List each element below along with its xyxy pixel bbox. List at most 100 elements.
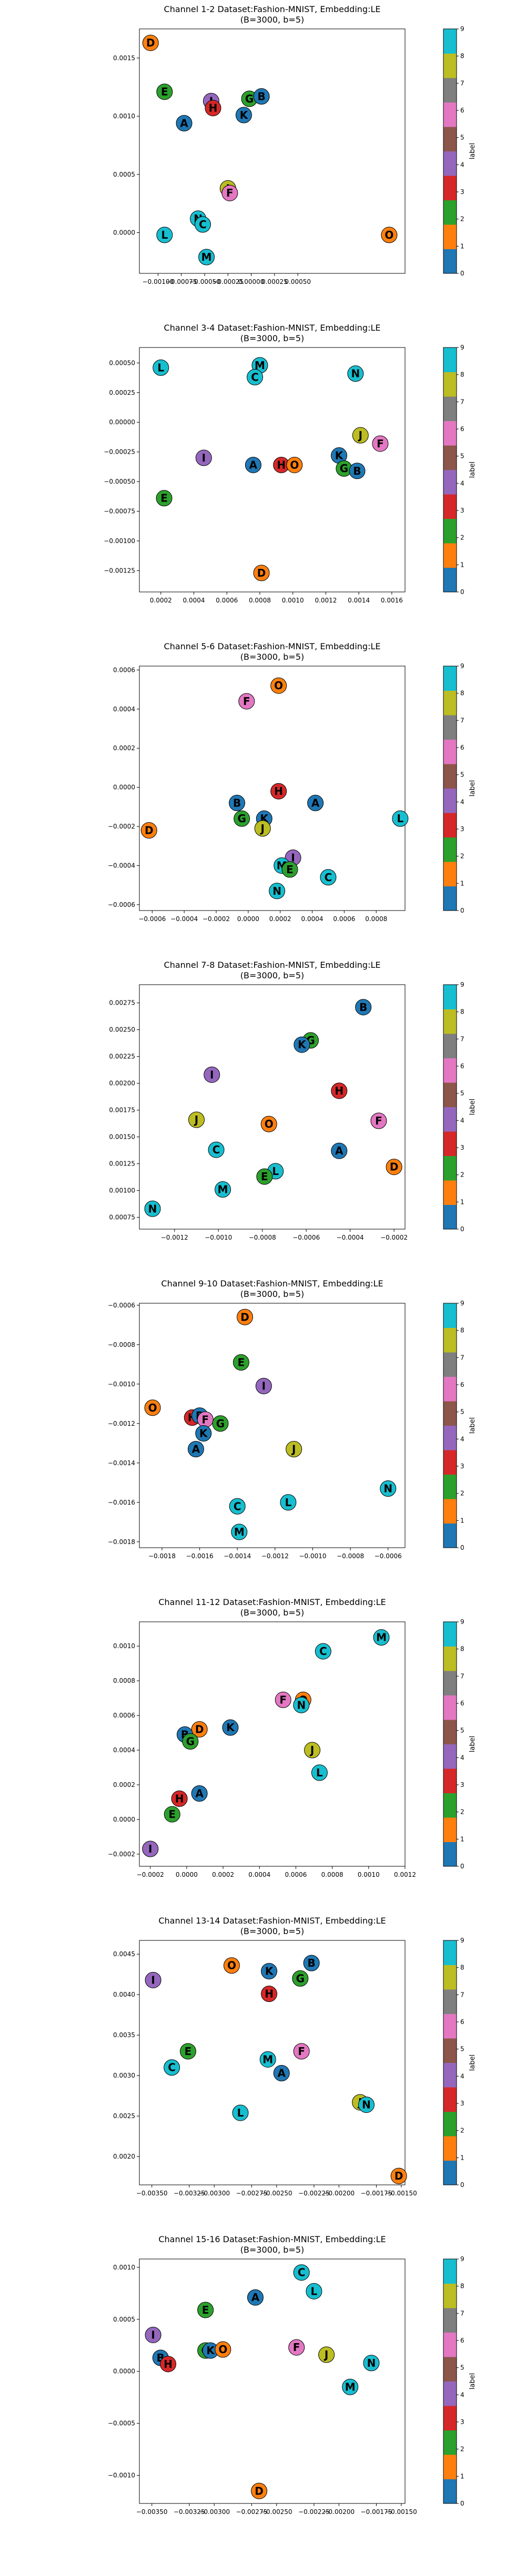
data-point-marker: [293, 2264, 310, 2281]
colorbar-label: label: [469, 780, 477, 796]
data-point: C: [315, 1643, 331, 1660]
data-point: I: [145, 2326, 161, 2343]
data-point-marker: [160, 2356, 177, 2373]
y-tick-label: 0.0040: [113, 1991, 135, 1998]
data-point-label: G: [296, 1972, 305, 1985]
data-point-label: K: [265, 1965, 274, 1978]
chart-title: Channel 7-8 Dataset:Fashion-MNIST, Embed…: [164, 960, 381, 970]
y-tick-label: 0.0004: [113, 706, 135, 713]
data-point: D: [237, 1309, 254, 1325]
x-tick-label: −0.00275: [236, 2190, 268, 2197]
data-point-label: L: [237, 2107, 244, 2119]
data-point-label: G: [340, 462, 348, 475]
colorbar-segment: [443, 29, 457, 54]
x-tick-label: −0.00275: [236, 2508, 268, 2516]
data-point-marker: [275, 1691, 291, 1708]
x-tick-label: 0.0010: [282, 597, 304, 604]
colorbar-tick-label: 9: [460, 1937, 464, 1944]
colorbar-segment: [443, 2479, 457, 2504]
colorbar-tick-label: 0: [460, 2181, 464, 2189]
data-point: N: [380, 1480, 397, 1497]
x-tick-label: 0.00050: [285, 278, 311, 285]
data-point-marker: [153, 359, 169, 376]
data-point-label: I: [262, 1380, 266, 1393]
data-point-marker: [294, 1036, 310, 1053]
colorbar-segment: [443, 837, 457, 862]
colorbar-segment: [443, 690, 457, 715]
data-point-marker: [251, 2482, 268, 2499]
scatter-panel: Channel 5-6 Dataset:Fashion-MNIST, Embed…: [108, 641, 477, 923]
colorbar-segment: [443, 739, 457, 764]
y-tick-label: 0.0010: [113, 2264, 135, 2271]
data-point-marker: [156, 490, 173, 507]
data-point-label: J: [358, 429, 362, 442]
data-point: O: [223, 1957, 240, 1974]
colorbar-segment: [443, 666, 457, 691]
colorbar-tick-label: 3: [460, 2100, 464, 2107]
data-point: M: [231, 1524, 248, 1540]
colorbar-label: label: [469, 1099, 477, 1115]
colorbar-tick-label: 7: [460, 79, 464, 87]
y-tick-label: 0.00200: [109, 1080, 135, 1087]
y-tick-label: 0.00100: [109, 1187, 135, 1194]
data-point-label: I: [291, 852, 295, 864]
data-point-label: I: [202, 452, 206, 464]
data-point-marker: [380, 1480, 397, 1497]
data-point-label: F: [226, 187, 234, 199]
x-tick-label: 0.0014: [348, 597, 370, 604]
data-point-label: H: [335, 1085, 343, 1097]
data-point-marker: [191, 1785, 208, 1802]
data-point-marker: [231, 1524, 248, 1540]
colorbar-tick-label: 6: [460, 1700, 464, 1707]
y-tick-label: −0.0002: [108, 823, 135, 830]
colorbar-segment: [443, 2308, 457, 2333]
data-point-label: O: [274, 679, 283, 692]
y-tick-label: −0.00050: [104, 478, 135, 485]
data-point-marker: [256, 1168, 273, 1185]
colorbar-label: label: [469, 143, 477, 159]
y-tick-label: 0.0008: [113, 1677, 135, 1684]
data-point: F: [293, 2043, 310, 2060]
colorbar-segment: [443, 1034, 457, 1058]
colorbar-segment: [443, 1474, 457, 1499]
data-point-marker: [311, 1764, 328, 1781]
data-point: I: [142, 1841, 159, 1857]
data-point-label: C: [199, 218, 207, 231]
data-point: N: [358, 2097, 375, 2113]
data-point-marker: [245, 456, 261, 473]
y-tick-label: −0.0008: [108, 1341, 135, 1348]
colorbar-tick-label: 3: [460, 1781, 464, 1788]
y-tick-label: 0.00025: [109, 389, 135, 396]
data-point: L: [280, 1494, 297, 1511]
colorbar-segment: [443, 1131, 457, 1156]
x-tick-label: −0.00050: [189, 278, 220, 285]
data-point-label: L: [157, 361, 164, 374]
data-point-marker: [259, 2051, 276, 2068]
x-tick-label: 0.0012: [315, 597, 337, 604]
colorbar-tick-label: 6: [460, 1062, 464, 1070]
colorbar-label: label: [469, 2054, 477, 2071]
data-point: H: [261, 1986, 278, 2002]
colorbar-segment: [443, 518, 457, 544]
y-tick-label: −0.00075: [104, 508, 135, 515]
data-point-label: K: [335, 449, 344, 462]
data-point-label: C: [251, 371, 259, 383]
colorbar-tick-label: 8: [460, 2283, 464, 2290]
data-point: O: [260, 1116, 277, 1132]
y-tick-label: −0.0006: [108, 1302, 135, 1309]
colorbar-segment: [443, 372, 457, 397]
colorbar-segment: [443, 1622, 457, 1647]
y-tick-label: −0.0018: [108, 1538, 135, 1546]
colorbar-segment: [443, 1769, 457, 1793]
x-tick-label: 0.0008: [249, 597, 271, 604]
data-point-label: A: [335, 1144, 343, 1157]
data-point-marker: [347, 365, 364, 382]
data-point: C: [229, 1498, 246, 1515]
data-point: J: [352, 427, 369, 444]
x-tick-label: −0.0006: [292, 1234, 320, 1241]
colorbar-segment: [443, 1744, 457, 1769]
colorbar-segment: [443, 1499, 457, 1524]
data-point-marker: [171, 1790, 188, 1807]
data-point-marker: [318, 2346, 335, 2363]
